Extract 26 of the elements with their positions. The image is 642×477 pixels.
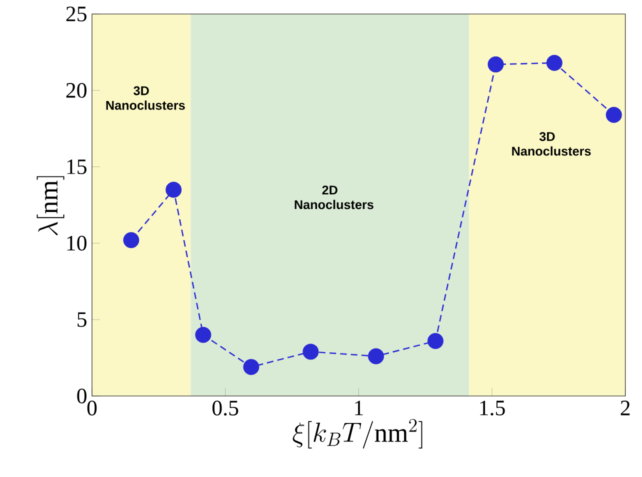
y-tick-label: 15 (67, 159, 86, 174)
y-tick-label: 5 (78, 312, 86, 327)
x-tick-label: 0.5 (212, 400, 238, 416)
point (488, 56, 504, 72)
y-tick-label: 0 (77, 388, 86, 404)
point (195, 326, 212, 343)
x-tick-label: 0 (87, 400, 97, 416)
x-tick-label: 2 (620, 400, 630, 416)
x-tick-label: 1 (355, 400, 363, 416)
point (243, 358, 260, 375)
point (302, 344, 319, 360)
point (368, 348, 384, 364)
point (427, 332, 444, 349)
point (546, 54, 562, 71)
x-axis-title: $\xi[k_BT/\mathrm{nm}^2]$ (292, 418, 422, 449)
band-label: 2D Nanoclusters (294, 186, 374, 210)
point (606, 106, 622, 123)
y-axis-title: $\lambda[\mathrm{nm}]$ (36, 176, 64, 236)
band-label: 3D Nanoclusters (106, 86, 185, 110)
point (166, 182, 182, 198)
y-tick-label: 20 (66, 83, 86, 98)
y-tick-label: 25 (66, 6, 86, 22)
x-tick-label: 1.5 (480, 400, 505, 416)
point (123, 232, 140, 248)
band-label: 3D Nanoclusters (512, 132, 591, 156)
y-tick-label: 10 (67, 236, 86, 251)
